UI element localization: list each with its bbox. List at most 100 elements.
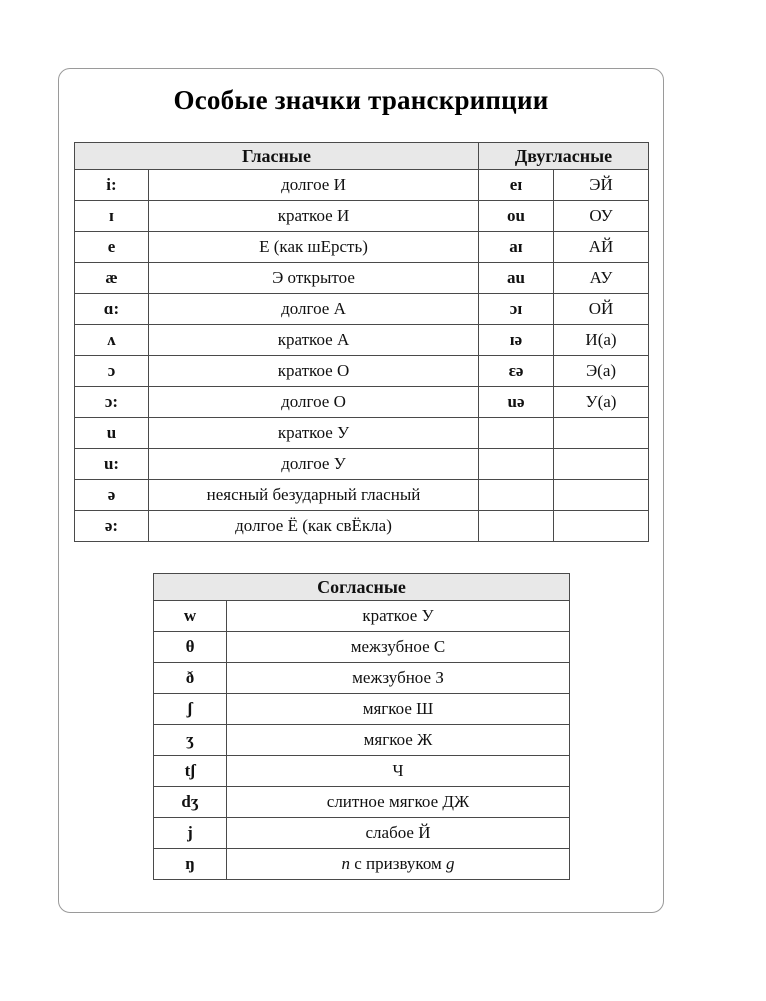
table-row: ə: долгое Ё (как свЁкла)	[74, 510, 650, 542]
diphthong-symbol-cell	[478, 417, 554, 449]
vowel-description-cell: краткое А	[148, 324, 479, 356]
diphthong-description-cell	[552, 417, 650, 449]
consonant-symbol-cell: dʒ	[153, 786, 227, 818]
table-row: θ межзубное С	[153, 631, 571, 663]
vowel-description-cell: неясный безударный гласный	[148, 479, 479, 511]
table-row: ə неясный безударный гласный	[74, 479, 650, 511]
table-row: ð межзубное З	[153, 662, 571, 694]
table-row: u: долгое У	[74, 448, 650, 480]
vowel-description-cell: Е (как шЕрсть)	[148, 231, 479, 263]
vowel-symbol-cell: u:	[74, 448, 149, 480]
diphthong-symbol-cell	[478, 479, 554, 511]
vowel-symbol-cell: i:	[74, 169, 149, 201]
consonant-description-cell: слитное мягкое ДЖ	[225, 786, 571, 818]
consonant-description-cell: межзубное З	[225, 662, 571, 694]
vowel-symbol-cell: ʌ	[74, 324, 149, 356]
consonant-description-cell: межзубное С	[225, 631, 571, 663]
diphthong-description-cell: Э(а)	[552, 355, 650, 387]
vowel-description-cell: Э открытое	[148, 262, 479, 294]
vowel-description-cell: краткое И	[148, 200, 479, 232]
diphthong-symbol-cell: ou	[478, 200, 554, 232]
vowel-symbol-cell: ɑ:	[74, 293, 149, 325]
consonant-symbol-cell: ʃ	[153, 693, 227, 725]
table-header-row: Гласные Двугласные	[74, 142, 650, 170]
vowel-description-cell: краткое У	[148, 417, 479, 449]
consonant-symbol-cell: ð	[153, 662, 227, 694]
consonant-description-cell: Ч	[225, 755, 571, 787]
table-row: dʒ слитное мягкое ДЖ	[153, 786, 571, 818]
vowel-symbol-cell: ɪ	[74, 200, 149, 232]
table-row: w краткое У	[153, 600, 571, 632]
table-row: ʃ мягкое Ш	[153, 693, 571, 725]
table-row: j слабое Й	[153, 817, 571, 849]
diphthong-description-cell: ОУ	[552, 200, 650, 232]
diphthong-symbol-cell: eɪ	[478, 169, 554, 201]
consonant-description-cell: слабое Й	[225, 817, 571, 849]
vowels-header: Гласные	[74, 142, 479, 170]
consonant-symbol-cell: θ	[153, 631, 227, 663]
consonant-symbol-cell: ŋ	[153, 848, 227, 880]
vowel-description-cell: долгое О	[148, 386, 479, 418]
consonant-description-cell: мягкое Ш	[225, 693, 571, 725]
vowel-symbol-cell: u	[74, 417, 149, 449]
diphthong-symbol-cell	[478, 510, 554, 542]
diphthong-symbol-cell: aɪ	[478, 231, 554, 263]
vowel-description-cell: долгое А	[148, 293, 479, 325]
consonant-description-cell: n с призвуком g	[225, 848, 571, 880]
vowel-symbol-cell: æ	[74, 262, 149, 294]
diphthongs-header: Двугласные	[477, 142, 650, 170]
diphthong-symbol-cell: uə	[478, 386, 554, 418]
diphthong-description-cell: У(а)	[552, 386, 650, 418]
vowel-description-cell: долгое Ё (как свЁкла)	[148, 510, 479, 542]
vowel-symbol-cell: ɔ	[74, 355, 149, 387]
vowel-description-cell: долгое У	[148, 448, 479, 480]
diphthong-description-cell	[552, 448, 650, 480]
vowel-symbol-cell: ɔ:	[74, 386, 149, 418]
diphthong-symbol-cell: ɛə	[478, 355, 554, 387]
diphthong-description-cell: АЙ	[552, 231, 650, 263]
vowel-description-cell: долгое И	[148, 169, 479, 201]
diphthong-description-cell: ЭЙ	[552, 169, 650, 201]
diphthong-description-cell: И(а)	[552, 324, 650, 356]
diphthong-description-cell: ОЙ	[552, 293, 650, 325]
diphthong-description-cell	[552, 479, 650, 511]
diphthong-description-cell	[552, 510, 650, 542]
table-row: tʃ Ч	[153, 755, 571, 787]
page-title: Особые значки транскрипции	[173, 85, 549, 115]
diphthong-symbol-cell: au	[478, 262, 554, 294]
vowel-symbol-cell: e	[74, 231, 149, 263]
vowel-symbol-cell: ə:	[74, 510, 149, 542]
consonants-header: Согласные	[152, 573, 571, 601]
diphthong-description-cell: АУ	[552, 262, 650, 294]
consonant-description-cell: краткое У	[225, 600, 571, 632]
diphthong-symbol-cell	[478, 448, 554, 480]
consonant-symbol-cell: tʃ	[153, 755, 227, 787]
diphthong-symbol-cell: ɪə	[478, 324, 554, 356]
diphthong-symbol-cell: ɔɪ	[478, 293, 554, 325]
consonant-symbol-cell: w	[153, 600, 227, 632]
table-header-row: Согласные	[152, 573, 571, 601]
consonant-symbol-cell: ʒ	[153, 724, 227, 756]
consonant-description-cell: мягкое Ж	[225, 724, 571, 756]
vowel-symbol-cell: ə	[74, 479, 149, 511]
table-row: ʒ мягкое Ж	[153, 724, 571, 756]
page-card: Особые значки транскрипции Гласные Двугл…	[58, 68, 664, 913]
vowel-description-cell: краткое О	[148, 355, 479, 387]
table-row: u краткое У	[74, 417, 650, 449]
consonant-symbol-cell: j	[153, 817, 227, 849]
